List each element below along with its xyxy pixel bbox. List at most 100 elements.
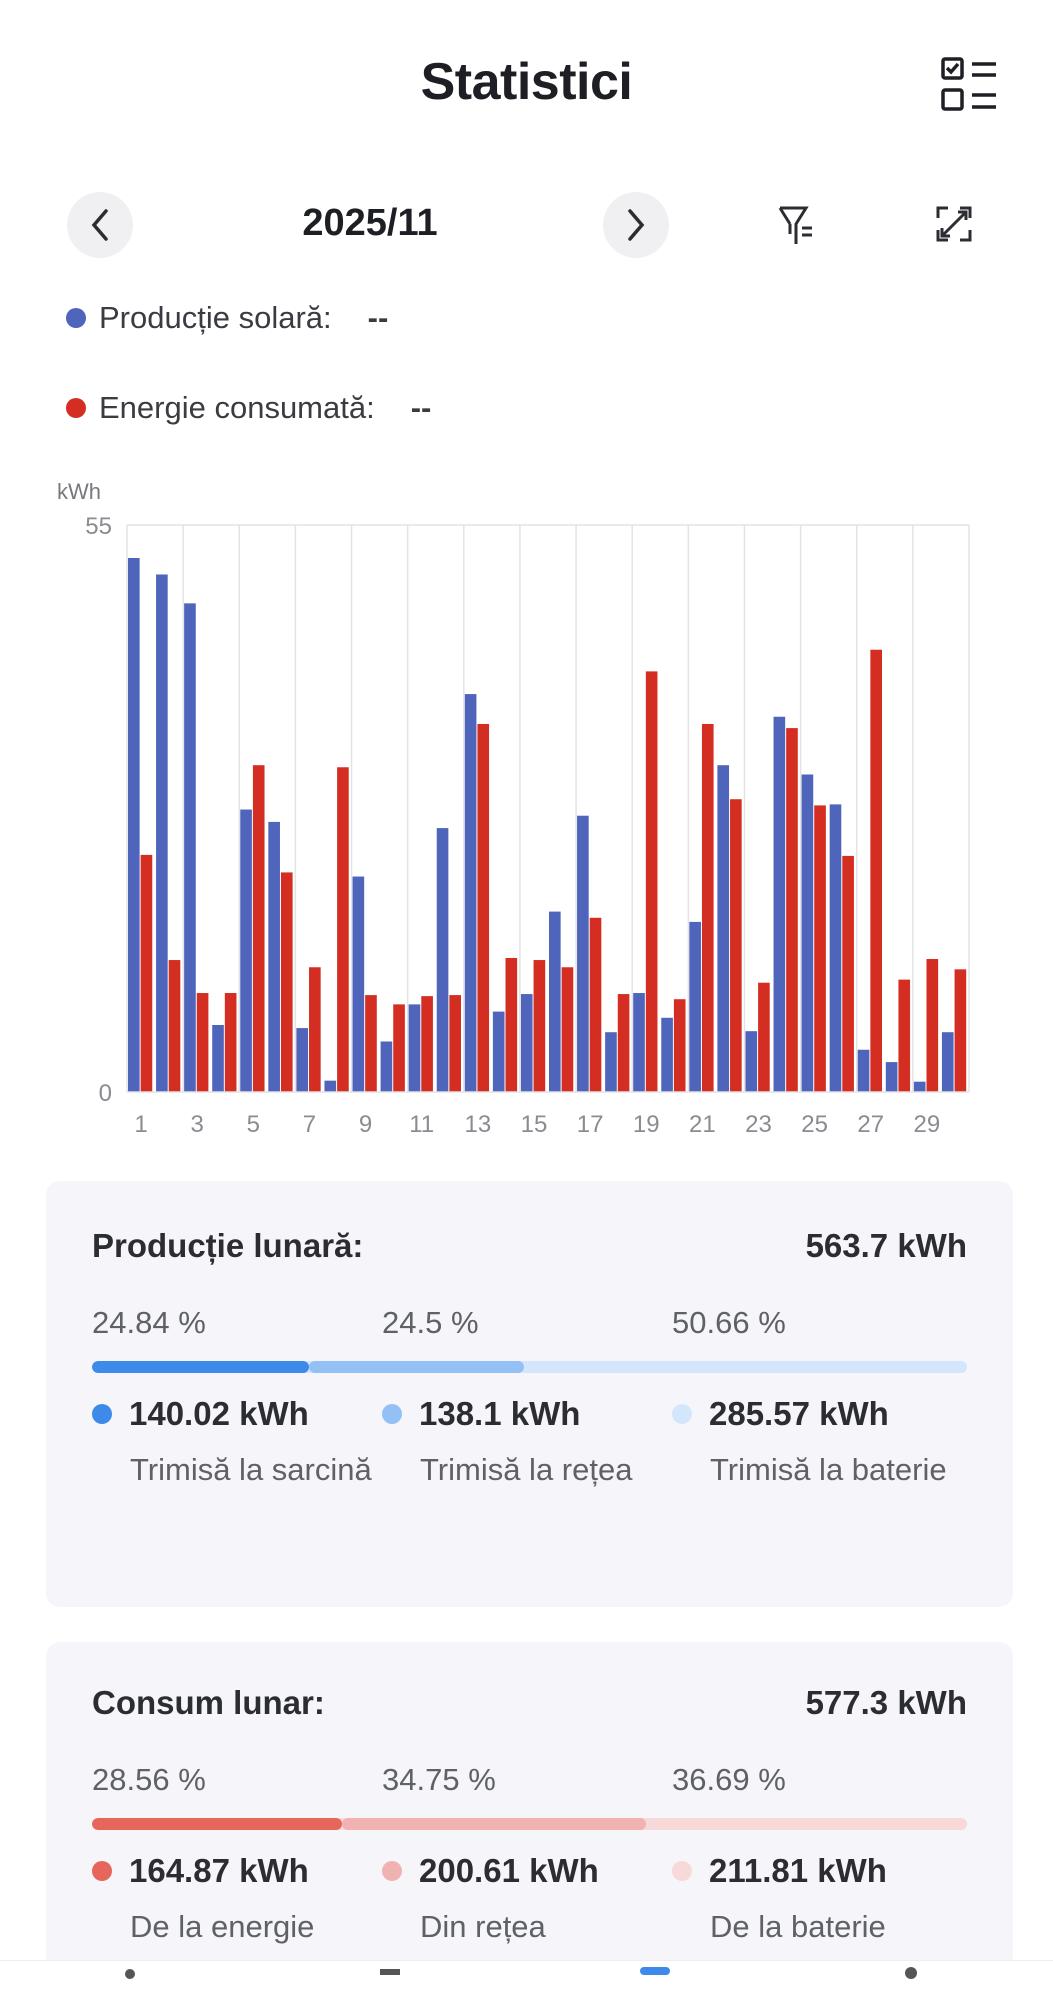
legend-dot — [92, 1404, 112, 1424]
solar-bar[interactable] — [128, 557, 140, 1092]
solar-bar[interactable] — [885, 1062, 898, 1092]
consumption-bar[interactable] — [898, 979, 911, 1092]
consumption-bar[interactable] — [449, 995, 461, 1092]
solar-bar[interactable] — [773, 716, 786, 1092]
production-title: Producție lunară: — [92, 1227, 364, 1264]
consumption-bar[interactable] — [786, 728, 798, 1092]
consumption-bar[interactable] — [196, 993, 209, 1092]
solar-bar[interactable] — [801, 774, 814, 1092]
consumption-bar[interactable] — [645, 671, 658, 1092]
consumption-bar[interactable] — [954, 969, 967, 1092]
solar-bar[interactable] — [380, 1041, 393, 1092]
x-tick-label: 5 — [247, 1111, 260, 1138]
consumption-bar[interactable] — [280, 872, 293, 1092]
solar-bar[interactable] — [268, 821, 280, 1092]
consumption-title: Consum lunar: — [92, 1684, 325, 1721]
solar-bar[interactable] — [408, 1004, 421, 1092]
solar-bar[interactable] — [464, 694, 477, 1092]
checklist-icon[interactable] — [940, 56, 1000, 114]
consumption-bar[interactable] — [758, 982, 770, 1092]
solar-bar[interactable] — [913, 1081, 926, 1092]
consumption-bar[interactable] — [870, 649, 882, 1092]
chevron-right-icon — [628, 209, 645, 241]
x-tick-label: 27 — [857, 1111, 884, 1138]
consumption-bar[interactable] — [421, 996, 433, 1092]
consumption-bar[interactable] — [224, 993, 237, 1092]
x-tick-label: 13 — [464, 1111, 491, 1138]
solar-bar[interactable] — [829, 804, 842, 1092]
consumption-bar[interactable] — [842, 855, 854, 1092]
solar-bar[interactable] — [184, 603, 196, 1092]
x-tick-label: 23 — [745, 1111, 772, 1138]
energy-value: 164.87 kWh — [92, 1852, 382, 1890]
solar-bar[interactable] — [549, 911, 561, 1092]
energy-label: Trimisă la rețea — [420, 1452, 633, 1487]
consumption-bar[interactable] — [168, 960, 181, 1092]
production-card: Producție lunară: 563.7 kWh 24.84 % 24.5 %… — [46, 1181, 1013, 1607]
consumption-bar[interactable] — [814, 805, 826, 1092]
energy-kwh: 285.57 kWh — [709, 1395, 889, 1432]
consumption-bar[interactable] — [505, 957, 518, 1092]
share-percent: 34.75 % — [382, 1762, 496, 1797]
solar-bar[interactable] — [520, 994, 533, 1092]
legend-dot — [672, 1861, 692, 1881]
solar-bar[interactable] — [296, 1028, 309, 1092]
consumption-bar[interactable] — [589, 917, 602, 1092]
solar-bar[interactable] — [661, 1017, 673, 1092]
solar-bar[interactable] — [577, 815, 589, 1092]
solar-bar[interactable] — [212, 1024, 224, 1092]
consumption-bar[interactable] — [561, 967, 574, 1092]
previous-month-button[interactable] — [67, 192, 133, 258]
next-month-button[interactable] — [603, 192, 669, 258]
nav-statistics-icon[interactable] — [640, 1967, 670, 1975]
consumption-bar[interactable] — [365, 995, 377, 1092]
legend-label: Producție solară: — [99, 300, 332, 335]
consumption-bar[interactable] — [533, 960, 546, 1092]
consumption-bar[interactable] — [926, 959, 939, 1092]
solar-bar[interactable] — [352, 876, 365, 1092]
consumption-bar[interactable] — [617, 994, 630, 1092]
solar-bar[interactable] — [324, 1080, 337, 1092]
filter-icon[interactable] — [776, 204, 820, 253]
solar-bar[interactable] — [941, 1032, 954, 1092]
x-tick-label: 1 — [134, 1111, 147, 1138]
x-tick-label: 3 — [190, 1111, 203, 1138]
energy-label: Trimisă la sarcină — [130, 1452, 372, 1487]
bottom-nav-bar — [0, 1960, 1053, 2000]
consumption-bar[interactable] — [252, 765, 265, 1092]
solar-bar[interactable] — [717, 765, 730, 1092]
consumption-bar[interactable] — [477, 723, 490, 1092]
consumption-bar[interactable] — [337, 767, 349, 1092]
solar-bar[interactable] — [156, 574, 168, 1092]
solar-bar[interactable] — [436, 828, 449, 1092]
bar-segment — [309, 1361, 524, 1373]
energy-value: 285.57 kWh — [672, 1395, 962, 1433]
energy-value: 140.02 kWh — [92, 1395, 382, 1433]
share-percent: 28.56 % — [92, 1762, 206, 1797]
consumption-bar[interactable] — [309, 967, 321, 1092]
month-label[interactable]: 2025/11 — [302, 202, 438, 244]
y-tick-label: 0 — [99, 1080, 112, 1107]
consumption-bar[interactable] — [140, 854, 153, 1092]
consumption-bar[interactable] — [730, 799, 742, 1092]
solar-bar[interactable] — [745, 1031, 758, 1092]
nav-home-icon[interactable] — [125, 1969, 135, 1979]
consumption-bar[interactable] — [673, 999, 686, 1092]
consumption-bar[interactable] — [701, 723, 714, 1092]
fullscreen-icon[interactable] — [934, 204, 974, 249]
solar-bar[interactable] — [240, 809, 252, 1092]
chevron-left-icon — [91, 209, 108, 241]
nav-device-icon[interactable] — [380, 1969, 400, 1975]
solar-bar[interactable] — [605, 1032, 617, 1092]
share-percent: 36.69 % — [672, 1762, 786, 1797]
solar-bar[interactable] — [689, 921, 701, 1092]
legend-dot — [92, 1861, 112, 1881]
solar-bar[interactable] — [857, 1049, 870, 1092]
nav-profile-icon[interactable] — [905, 1967, 917, 1979]
y-axis-label: kWh — [57, 479, 101, 504]
bar-segment — [645, 1818, 967, 1830]
consumption-bar[interactable] — [393, 1004, 405, 1092]
solar-bar[interactable] — [633, 993, 645, 1092]
solar-bar[interactable] — [492, 1011, 505, 1092]
